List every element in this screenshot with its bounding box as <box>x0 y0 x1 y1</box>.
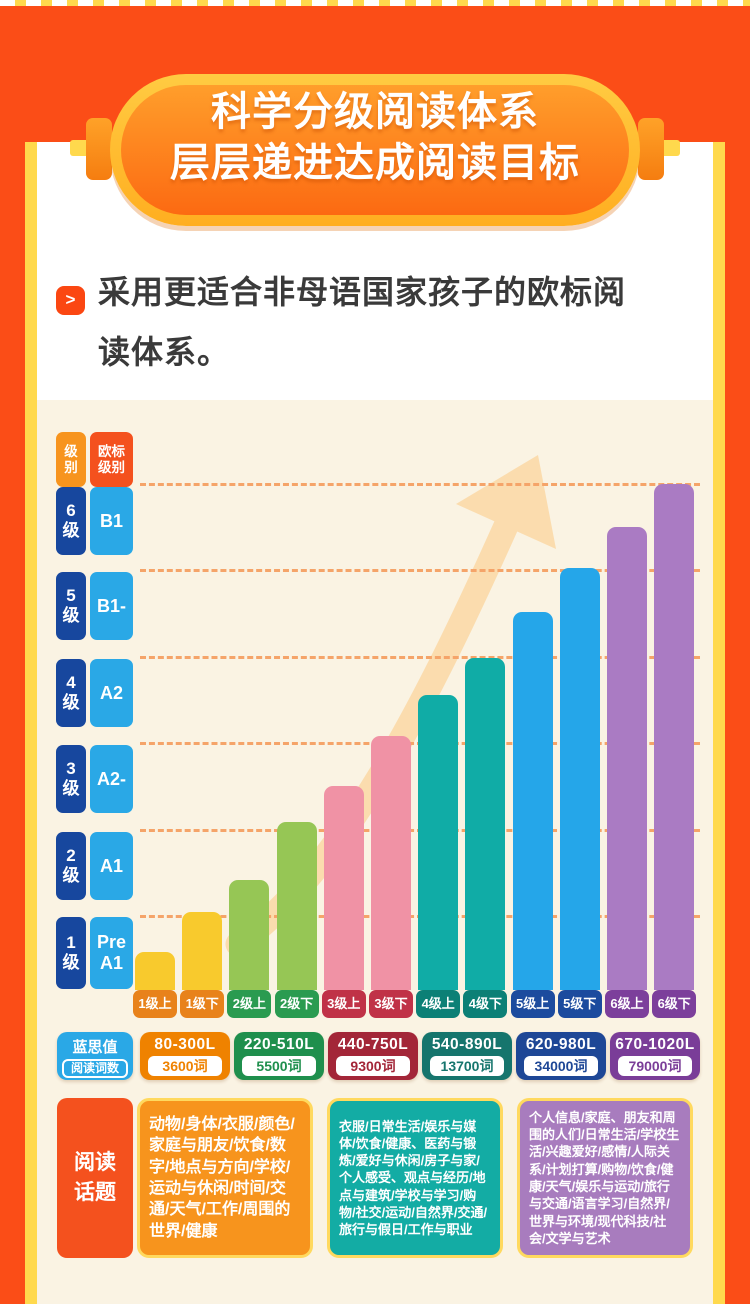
axis-level-2: 2 级 <box>56 832 86 900</box>
bar-label-8: 4级下 <box>463 990 508 1018</box>
chevron-bullet-icon: > <box>56 286 85 315</box>
lexile-range-1: 80-300L <box>154 1036 216 1053</box>
axis-cefr-1: Pre A1 <box>90 917 133 989</box>
chart-bar-5 <box>323 786 364 990</box>
lexile-box-1: 80-300L 3600词 <box>140 1032 230 1080</box>
lexile-words-4: 13700词 <box>430 1056 504 1076</box>
right-red-border <box>725 142 750 1304</box>
lexile-range-2: 220-510L <box>243 1036 315 1053</box>
lexile-range-3: 440-750L <box>337 1036 409 1053</box>
chart-bar-4 <box>276 822 317 990</box>
bar-label-2: 1级下 <box>180 990 225 1018</box>
bar-label-12: 6级下 <box>652 990 697 1018</box>
lexile-range-6: 670-1020L <box>615 1036 695 1053</box>
bar-label-4: 2级下 <box>274 990 319 1018</box>
bar-label-6: 3级下 <box>369 990 413 1018</box>
topic-box-3: 个人信息/家庭、朋友和周围的人们/日常生活/学校生活/兴趣爱好/感情/人际关系/… <box>517 1098 693 1258</box>
topic-box-2: 衣服/日常生活/娱乐与媒体/饮食/健康、医药与锻炼/爱好与休闲/房子与家/个人感… <box>327 1098 503 1258</box>
bar-label-1: 1级上 <box>133 990 177 1018</box>
gridline-3 <box>140 656 700 659</box>
axis-header-level: 级 别 <box>56 432 86 487</box>
axis-cefr-4: A2 <box>90 659 133 727</box>
title-banner: 科学分级阅读体系 层层递进达成阅读目标 <box>110 74 640 226</box>
lexile-box-5: 620-980L 34000词 <box>516 1032 606 1080</box>
lexile-words-1: 3600词 <box>148 1056 222 1076</box>
banner-left-handle <box>86 118 112 180</box>
left-red-border <box>0 142 25 1304</box>
page-title-line2: 层层递进达成阅读目标 <box>170 141 580 185</box>
lexile-box-2: 220-510L 5500词 <box>234 1032 324 1080</box>
axis-level-5: 5 级 <box>56 572 86 640</box>
axis-cefr-6: B1 <box>90 487 133 555</box>
axis-cefr-3: A2- <box>90 745 133 813</box>
banner-left-stub <box>70 140 90 156</box>
axis-cefr-2: A1 <box>90 832 133 900</box>
gridline-1 <box>140 483 700 486</box>
gridline-2 <box>140 569 700 572</box>
chart-bar-3 <box>229 880 270 990</box>
chart-bar-7 <box>418 695 459 990</box>
page-title-line1: 科学分级阅读体系 <box>211 90 539 134</box>
axis-cefr-5: B1- <box>90 572 133 640</box>
chart-bar-6 <box>371 736 411 990</box>
lexile-header-words-label: 阅读词数 <box>62 1059 128 1078</box>
lexile-header: 蓝思值 阅读词数 <box>57 1032 133 1080</box>
chart-bar-11 <box>607 527 647 990</box>
bar-label-10: 5级下 <box>557 990 602 1018</box>
chart-bar-9 <box>512 612 553 990</box>
lexile-range-4: 540-890L <box>431 1036 503 1053</box>
banner-right-handle <box>638 118 664 180</box>
bar-label-9: 5级上 <box>510 990 555 1018</box>
lexile-header-title: 蓝思值 <box>72 1039 118 1056</box>
lexile-box-4: 540-890L 13700词 <box>422 1032 512 1080</box>
lexile-words-2: 5500词 <box>242 1056 316 1076</box>
bar-label-7: 4级上 <box>416 990 461 1018</box>
lexile-words-3: 9300词 <box>336 1056 410 1076</box>
bar-label-5: 3级上 <box>321 990 366 1018</box>
lexile-range-5: 620-980L <box>525 1036 597 1053</box>
axis-level-4: 4 级 <box>56 659 86 727</box>
title-banner-inner <box>121 85 629 215</box>
lexile-box-3: 440-750L 9300词 <box>328 1032 418 1080</box>
axis-level-6: 6 级 <box>56 487 86 555</box>
topics-header: 阅读 话题 <box>57 1098 133 1258</box>
axis-header-cefr: 欧标 级别 <box>90 432 133 487</box>
lexile-box-6: 670-1020L 79000词 <box>610 1032 700 1080</box>
intro-text: 采用更适合非母语国家孩子的欧标阅读体系。 <box>98 274 627 370</box>
topic-box-1: 动物/身体/衣服/颜色/家庭与朋友/饮食/数字/地点与方向/学校/运动与休闲/时… <box>137 1098 313 1258</box>
chart-bar-12 <box>654 484 695 990</box>
axis-level-3: 3 级 <box>56 745 86 813</box>
axis-level-1: 1 级 <box>56 917 86 989</box>
bar-label-11: 6级上 <box>605 990 649 1018</box>
top-dashed-border <box>0 0 750 6</box>
page-title: 科学分级阅读体系 层层递进达成阅读目标 <box>110 74 640 226</box>
chart-bar-8 <box>465 658 506 990</box>
lexile-words-5: 34000词 <box>524 1056 598 1076</box>
bar-label-3: 2级上 <box>227 990 272 1018</box>
right-yellow-border <box>713 142 725 1304</box>
chart-bar-2 <box>182 912 223 990</box>
left-yellow-border <box>25 142 37 1304</box>
banner-right-stub <box>660 140 680 156</box>
chart-bar-10 <box>559 568 600 990</box>
lexile-words-6: 79000词 <box>618 1056 692 1076</box>
chart-bar-1 <box>135 952 175 990</box>
